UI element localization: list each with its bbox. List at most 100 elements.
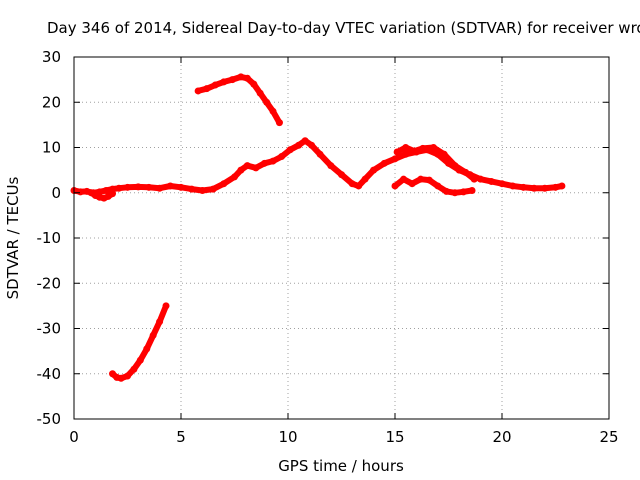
data-point	[391, 155, 399, 163]
data-point	[263, 98, 271, 106]
data-point	[275, 119, 283, 127]
data-point	[149, 331, 157, 339]
axis-ticks: 0 5 10 15 20 25 -50 -40 -30 -20 -10 0 10 20 30	[37, 48, 619, 446]
series-low-arc	[391, 175, 476, 197]
data-point	[136, 356, 144, 364]
y-tick-label: 30	[42, 48, 61, 66]
data-point	[115, 184, 123, 192]
data-point	[156, 184, 164, 192]
data-point	[451, 162, 459, 170]
data-point	[130, 365, 138, 373]
data-point	[102, 186, 110, 194]
data-point	[166, 182, 174, 190]
y-tick-label: 10	[42, 139, 61, 157]
data-point	[124, 183, 131, 191]
x-tick-label: 0	[69, 428, 79, 446]
data-point	[498, 180, 506, 188]
data-point	[308, 141, 316, 149]
data-point	[440, 150, 448, 158]
series-secondary-arc	[393, 144, 478, 183]
data-point	[143, 345, 151, 353]
data-point	[361, 175, 369, 183]
x-tick-label: 5	[176, 428, 186, 446]
data-point	[109, 190, 117, 198]
series-lower-arc	[109, 302, 170, 382]
grid-lines	[74, 57, 609, 419]
data-point	[541, 184, 549, 192]
data-point	[269, 107, 277, 115]
data-point	[470, 175, 478, 183]
data-point	[260, 159, 268, 167]
data-series	[70, 73, 566, 382]
data-point	[162, 302, 170, 310]
data-point	[278, 153, 286, 161]
data-point	[410, 147, 418, 155]
data-point	[188, 185, 196, 193]
data-point	[451, 189, 459, 197]
data-point	[419, 144, 427, 152]
data-point	[393, 148, 401, 156]
data-point	[269, 157, 277, 165]
x-tick-label: 10	[278, 428, 297, 446]
data-point	[194, 87, 202, 95]
data-point	[250, 80, 258, 88]
x-tick-label: 20	[492, 428, 511, 446]
data-point	[220, 180, 228, 188]
y-tick-label: 20	[42, 93, 61, 111]
data-point	[408, 180, 416, 188]
data-point	[243, 162, 251, 170]
data-point	[459, 188, 467, 196]
data-point	[124, 372, 131, 380]
data-point	[430, 144, 438, 151]
y-tick-label: -50	[37, 410, 62, 428]
data-point	[220, 78, 228, 86]
x-axis-label: GPS time / hours	[278, 457, 404, 475]
data-point	[558, 182, 566, 190]
data-point	[348, 180, 356, 188]
data-point	[117, 374, 125, 382]
data-point	[462, 168, 470, 176]
data-point	[380, 159, 388, 167]
data-point	[338, 171, 345, 179]
data-point	[237, 73, 245, 81]
data-point	[286, 146, 294, 154]
data-point	[417, 175, 425, 183]
data-point	[442, 187, 450, 195]
data-point	[370, 166, 378, 174]
data-point	[256, 89, 264, 97]
data-point	[402, 144, 410, 151]
data-point	[519, 183, 527, 191]
data-point	[530, 184, 538, 192]
data-point	[209, 185, 217, 193]
data-point	[400, 175, 408, 183]
data-point	[509, 182, 517, 190]
data-point	[477, 175, 485, 183]
y-tick-label: -30	[37, 320, 62, 338]
data-point	[468, 186, 476, 194]
data-point	[237, 166, 245, 174]
data-point	[434, 182, 442, 190]
series-main-arc	[70, 137, 566, 197]
y-tick-label: -10	[37, 229, 62, 247]
x-tick-label: 25	[599, 428, 618, 446]
data-point	[203, 85, 211, 93]
y-axis-label: SDTVAR / TECUs	[4, 176, 22, 299]
data-point	[134, 183, 142, 191]
data-point	[301, 137, 309, 145]
data-point	[391, 182, 399, 190]
series-upper-arc	[194, 73, 283, 127]
y-tick-label: -40	[37, 365, 62, 383]
data-point	[552, 183, 559, 191]
data-point	[316, 150, 324, 158]
series-dip-arc	[87, 189, 117, 202]
data-point	[425, 176, 433, 184]
y-tick-label: -20	[37, 274, 62, 292]
chart-title: Day 346 of 2014, Sidereal Day-to-day VTE…	[47, 19, 640, 37]
data-point	[231, 173, 238, 181]
data-point	[156, 318, 164, 326]
y-tick-label: 0	[51, 184, 61, 202]
data-point	[327, 162, 335, 170]
data-point	[228, 76, 236, 84]
data-point	[252, 164, 260, 172]
